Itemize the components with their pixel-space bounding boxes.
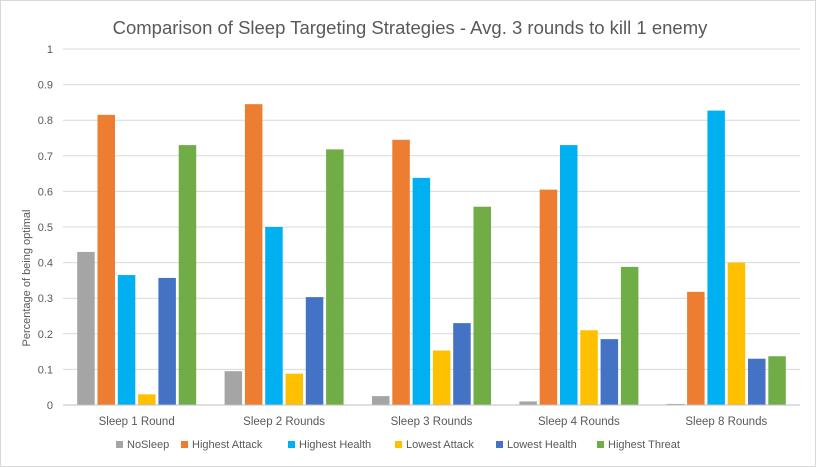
bar [138,394,156,405]
bar [620,266,639,405]
y-tick-label: 0.2 [38,329,53,341]
bars [77,104,786,406]
bar [580,330,598,405]
y-tick-label: 0.4 [38,258,53,270]
y-tick-label: 1 [47,44,53,56]
bar [666,403,685,405]
bar [727,262,746,405]
legend-swatch [288,441,295,448]
y-tick-label: 0.5 [38,222,53,234]
y-tick-label: 0.9 [38,80,53,92]
bar [473,206,491,405]
y-tick-label: 0.7 [38,151,53,163]
bar [285,373,303,405]
x-category-label: Sleep 2 Rounds [243,416,325,428]
y-tick-label: 0.6 [38,186,53,198]
x-category-label: Sleep 8 Rounds [685,416,767,428]
bar [77,251,95,405]
legend-label: Highest Health [299,439,371,451]
legend-label: NoSleep [127,439,169,451]
x-axis-categories: Sleep 1 Round Sleep 2 Rounds Sleep 3 Round… [99,416,768,428]
bar [768,356,786,405]
bar [687,291,705,405]
legend-swatch [597,441,604,448]
legend-label: Lowest Attack [406,439,474,451]
bar [326,149,344,405]
bar [453,323,471,405]
bar [117,275,136,405]
y-tick-label: 0 [47,400,53,412]
bar [412,177,431,405]
bar [600,339,619,405]
bar [158,277,176,405]
bar [392,139,410,405]
bar [432,350,451,405]
bar [178,145,197,405]
x-category-label: Sleep 1 Round [99,416,175,428]
bar [97,114,115,406]
y-tick-label: 0.8 [38,115,53,127]
legend-swatch [395,441,402,448]
legend-label: Lowest Health [507,439,577,451]
bar [519,401,537,405]
bar [224,371,243,405]
legend-swatch [116,441,123,448]
x-category-label: Sleep 3 Rounds [391,416,473,428]
legend: NoSleep Highest Attack Highest Health Lowes… [116,439,680,451]
bar [707,110,725,405]
y-tick-label: 0.1 [38,364,53,376]
chart-title: Comparison of Sleep Targeting Strategies… [113,17,708,38]
bar [748,358,766,405]
y-axis-label: Percentage of being optimal [21,210,33,347]
y-tick-label: 0.3 [38,293,53,305]
bar [372,396,390,405]
legend-swatch [496,441,503,448]
legend-swatch [181,441,188,448]
bar [305,297,324,405]
legend-label: Highest Threat [608,439,680,451]
legend-label: Highest Attack [192,439,263,451]
bar [560,145,578,405]
y-axis-ticks: 0 0.1 0.2 0.3 0.4 0.5 0.6 0.7 0.8 0.9 1 [38,44,53,412]
bar [539,189,558,405]
x-category-label: Sleep 4 Rounds [538,416,620,428]
bar [244,104,263,406]
bar [265,227,283,405]
